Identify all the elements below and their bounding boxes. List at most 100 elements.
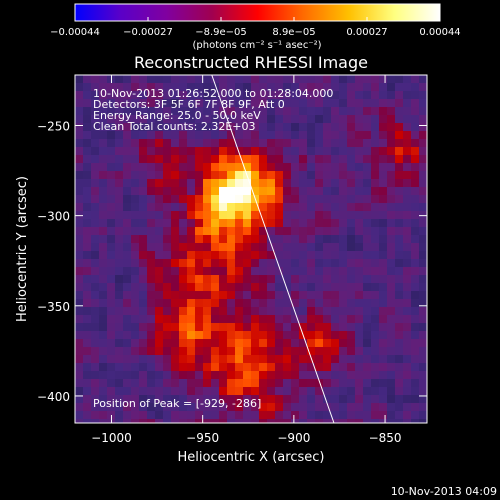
heatmap-cell bbox=[339, 163, 347, 171]
heatmap-cell bbox=[155, 171, 163, 179]
heatmap-cell bbox=[171, 323, 179, 331]
heatmap-cell bbox=[107, 115, 115, 123]
heatmap-cell bbox=[91, 411, 99, 419]
heatmap-cell bbox=[283, 395, 291, 403]
heatmap-cell bbox=[283, 147, 291, 155]
heatmap-cell bbox=[379, 315, 387, 323]
heatmap-cell bbox=[323, 147, 331, 155]
heatmap-cell bbox=[275, 195, 283, 203]
heatmap-cell bbox=[243, 379, 251, 387]
peak-position-label: Position of Peak = [-929, -286] bbox=[93, 397, 261, 410]
heatmap-cell bbox=[99, 115, 107, 123]
heatmap-cell bbox=[211, 171, 219, 179]
heatmap-cell bbox=[115, 187, 123, 195]
heatmap-cell bbox=[347, 315, 355, 323]
heatmap-cell bbox=[419, 347, 427, 355]
heatmap-cell bbox=[163, 147, 171, 155]
heatmap-cell bbox=[219, 179, 227, 187]
heatmap-cell bbox=[315, 347, 323, 355]
heatmap-cell bbox=[203, 251, 211, 259]
heatmap-cell bbox=[131, 163, 139, 171]
heatmap-cell bbox=[355, 371, 363, 379]
heatmap-cell bbox=[259, 411, 267, 419]
heatmap-cell bbox=[91, 219, 99, 227]
heatmap-cell bbox=[387, 131, 395, 139]
heatmap-cell bbox=[395, 131, 403, 139]
heatmap-cell bbox=[291, 131, 299, 139]
heatmap-cell bbox=[323, 275, 331, 283]
heatmap-cell bbox=[403, 83, 411, 91]
heatmap-cell bbox=[355, 347, 363, 355]
heatmap-cell bbox=[107, 83, 115, 91]
heatmap-cell bbox=[259, 379, 267, 387]
heatmap-cell bbox=[363, 83, 371, 91]
heatmap-cell bbox=[371, 195, 379, 203]
heatmap-cell bbox=[163, 203, 171, 211]
heatmap-cell bbox=[275, 91, 283, 99]
heatmap-cell bbox=[99, 371, 107, 379]
heatmap-cell bbox=[131, 395, 139, 403]
heatmap-cell bbox=[403, 283, 411, 291]
heatmap-cell bbox=[275, 187, 283, 195]
heatmap-cell bbox=[139, 75, 147, 83]
heatmap-cell bbox=[227, 363, 235, 371]
heatmap-cell bbox=[355, 307, 363, 315]
heatmap-cell bbox=[235, 187, 243, 195]
heatmap-cell bbox=[403, 99, 411, 107]
heatmap-cell bbox=[99, 259, 107, 267]
heatmap-cell bbox=[123, 91, 131, 99]
heatmap-cell bbox=[147, 227, 155, 235]
heatmap-cell bbox=[235, 267, 243, 275]
heatmap-cell bbox=[123, 291, 131, 299]
heatmap-cell bbox=[403, 411, 411, 419]
heatmap-cell bbox=[147, 75, 155, 83]
heatmap-cell bbox=[147, 171, 155, 179]
heatmap-cell bbox=[99, 123, 107, 131]
heatmap-cell bbox=[75, 147, 83, 155]
heatmap-cell bbox=[411, 387, 419, 395]
heatmap-cell bbox=[219, 339, 227, 347]
heatmap-cell bbox=[411, 179, 419, 187]
heatmap-cell bbox=[315, 395, 323, 403]
heatmap-cell bbox=[195, 251, 203, 259]
heatmap-cell bbox=[331, 291, 339, 299]
heatmap-cell bbox=[339, 307, 347, 315]
heatmap-cell bbox=[387, 195, 395, 203]
heatmap-cell bbox=[371, 339, 379, 347]
heatmap-cell bbox=[323, 395, 331, 403]
heatmap-cell bbox=[387, 203, 395, 211]
heatmap-cell bbox=[211, 219, 219, 227]
heatmap-cell bbox=[115, 371, 123, 379]
heatmap-cell bbox=[195, 339, 203, 347]
heatmap-cell bbox=[171, 411, 179, 419]
heatmap-cell bbox=[403, 219, 411, 227]
heatmap-cell bbox=[235, 395, 243, 403]
heatmap-cell bbox=[91, 91, 99, 99]
heatmap-cell bbox=[339, 115, 347, 123]
heatmap-cell bbox=[355, 171, 363, 179]
heatmap-cell bbox=[163, 219, 171, 227]
heatmap-cell bbox=[219, 243, 227, 251]
heatmap-cell bbox=[379, 235, 387, 243]
heatmap-cell bbox=[147, 259, 155, 267]
heatmap-cell bbox=[379, 387, 387, 395]
heatmap-cell bbox=[195, 195, 203, 203]
heatmap-cell bbox=[403, 315, 411, 323]
heatmap-cell bbox=[155, 195, 163, 203]
heatmap-cell bbox=[195, 115, 203, 123]
heatmap-cell bbox=[371, 115, 379, 123]
heatmap-cell bbox=[163, 275, 171, 283]
heatmap-cell bbox=[99, 139, 107, 147]
heatmap-cell bbox=[323, 131, 331, 139]
heatmap-cell bbox=[147, 387, 155, 395]
heatmap-cell bbox=[291, 163, 299, 171]
heatmap-cell bbox=[251, 187, 259, 195]
heatmap-cell bbox=[331, 259, 339, 267]
heatmap-cell bbox=[419, 363, 427, 371]
heatmap-cell bbox=[419, 371, 427, 379]
heatmap-cell bbox=[275, 219, 283, 227]
heatmap-cell bbox=[235, 283, 243, 291]
heatmap-cell bbox=[123, 419, 131, 423]
heatmap-cell bbox=[83, 171, 91, 179]
heatmap-cell bbox=[411, 267, 419, 275]
